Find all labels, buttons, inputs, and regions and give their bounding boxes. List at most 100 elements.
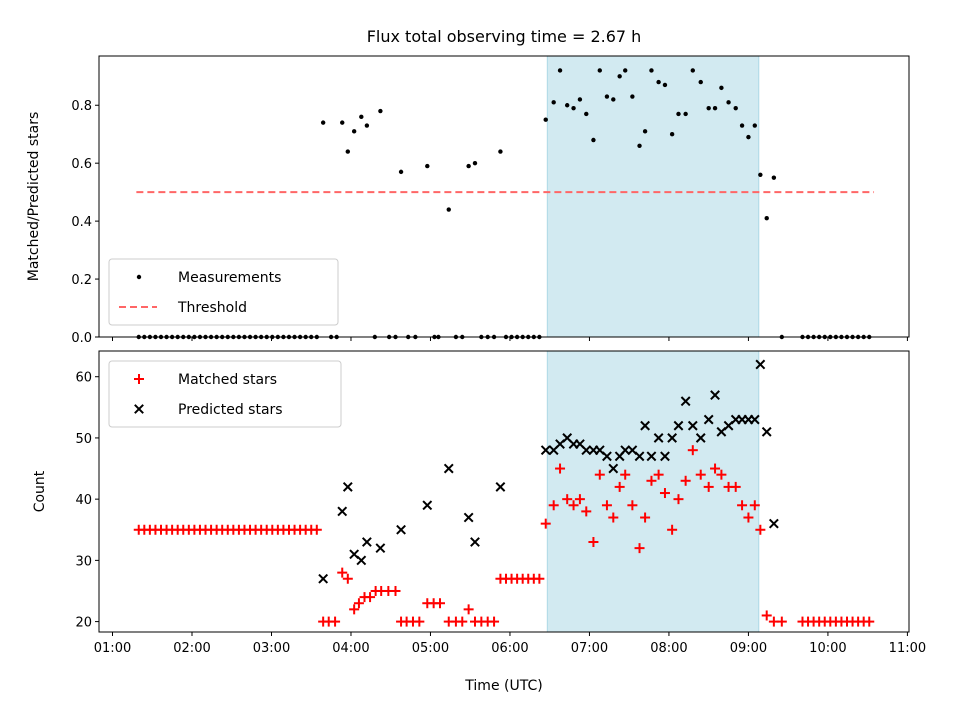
bottom-data-point [667, 524, 678, 535]
top-data-point [472, 160, 478, 166]
top-data-point [340, 120, 345, 125]
bottom-data-point [495, 482, 506, 492]
bottom-data-point [710, 390, 720, 400]
bottom-data-point [608, 512, 619, 523]
x-tick-label: 05:00 [412, 641, 449, 656]
top-data-point [712, 105, 718, 111]
top-data-point [577, 97, 583, 102]
bottom-data-point [540, 445, 551, 456]
bottom-data-point [581, 445, 592, 456]
top-data-point [498, 149, 503, 154]
top-data-point [425, 163, 430, 169]
bottom-data-point [634, 543, 645, 554]
top-data-point [571, 105, 576, 111]
bottom-data-point [353, 598, 364, 609]
top-data-point [604, 94, 610, 99]
bottom-data-point [680, 396, 691, 407]
bottom-data-point [659, 488, 670, 499]
bottom-data-point [342, 573, 353, 584]
top-y-tick-label: 0.6 [71, 157, 92, 172]
top-data-point [669, 132, 675, 137]
bottom-data-point [687, 445, 698, 456]
top-data-point [746, 134, 751, 140]
bottom-data-point [640, 420, 651, 431]
bottom-data-point [349, 604, 360, 615]
top-data-point [446, 207, 451, 212]
top-data-point [698, 79, 703, 85]
bottom-data-point [337, 506, 348, 517]
bottom-data-point [574, 494, 585, 505]
top-data-point [320, 120, 326, 125]
bottom-data-point [673, 494, 684, 505]
legend-marker-measurements [136, 274, 142, 280]
top-data-point [706, 105, 711, 111]
bottom-data-point [640, 512, 651, 523]
top-legend: Measurements Threshold [108, 258, 339, 326]
bottom-data-point [761, 426, 772, 437]
bottom-data-point [375, 543, 386, 554]
bottom-data-point [311, 524, 322, 535]
top-data-point [591, 137, 596, 143]
top-y-tick-label: 0.4 [71, 215, 92, 230]
bottom-data-point [568, 500, 579, 511]
top-data-point [676, 111, 681, 117]
top-data-point [351, 129, 357, 134]
legend-marker-x [134, 404, 144, 414]
top-data-point [543, 117, 548, 122]
top-series-measurements [136, 68, 872, 340]
bottom-data-point [365, 592, 376, 603]
bottom-legend-box [108, 360, 342, 428]
top-data-point [617, 74, 622, 79]
bottom-data-point [743, 512, 754, 523]
top-data-point [758, 172, 763, 177]
bottom-y-tick-label: 20 [75, 616, 92, 631]
top-panel: 0.0 0.2 0.4 0.6 0.8 Matched/Predicted stars Me… [26, 55, 910, 346]
bottom-data-point [555, 463, 566, 474]
bottom-data-point [749, 500, 760, 511]
bottom-data-point [673, 420, 684, 431]
x-axis-label: Time (UTC) [464, 678, 542, 694]
top-data-point [656, 79, 661, 85]
x-tick-label: 04:00 [332, 641, 369, 656]
top-data-point [557, 68, 563, 73]
bottom-data-point [581, 506, 592, 517]
bottom-data-point [548, 500, 559, 511]
top-data-point [364, 123, 370, 128]
bottom-data-point [710, 463, 721, 474]
top-data-point [597, 68, 602, 73]
top-data-point [739, 123, 745, 128]
bottom-panel: 20 30 40 50 60 01:00 02:00 03:00 04:00 05:00 06:00… [32, 350, 926, 656]
bottom-data-point [687, 420, 698, 431]
bottom-data-point [703, 414, 714, 425]
bottom-data-point [457, 616, 468, 627]
top-y-axis-label: Matched/Predicted stars [26, 112, 42, 282]
bottom-data-point [703, 481, 714, 492]
bottom-data-point [330, 616, 341, 627]
top-data-point [771, 175, 777, 180]
top-y-tick-label: 0.2 [71, 273, 92, 288]
bottom-data-point [620, 445, 631, 456]
top-data-point [683, 111, 688, 117]
x-tick-label: 09:00 [730, 641, 767, 656]
legend-label-threshold: Threshold [177, 300, 247, 316]
bottom-plot-frame [98, 350, 910, 633]
bottom-data-point [562, 494, 573, 505]
top-data-point [398, 169, 404, 175]
bottom-series-predicted-stars [318, 359, 779, 584]
bottom-data-point [776, 616, 787, 627]
bottom-data-point [356, 555, 367, 566]
bottom-data-point [653, 433, 664, 443]
top-data-point [719, 85, 724, 91]
top-data-point [637, 143, 642, 149]
top-data-point [752, 123, 757, 128]
legend-marker-plus [134, 374, 144, 384]
x-tick-label: 01:00 [94, 641, 131, 656]
bottom-data-point [716, 469, 727, 480]
bottom-y-tick-label: 30 [75, 554, 92, 569]
top-data-point [611, 97, 616, 102]
x-tick-label: 06:00 [491, 641, 528, 656]
bottom-data-point [601, 500, 612, 511]
bottom-data-point [667, 433, 678, 443]
bottom-data-point [390, 585, 401, 596]
bottom-data-point [361, 537, 372, 547]
